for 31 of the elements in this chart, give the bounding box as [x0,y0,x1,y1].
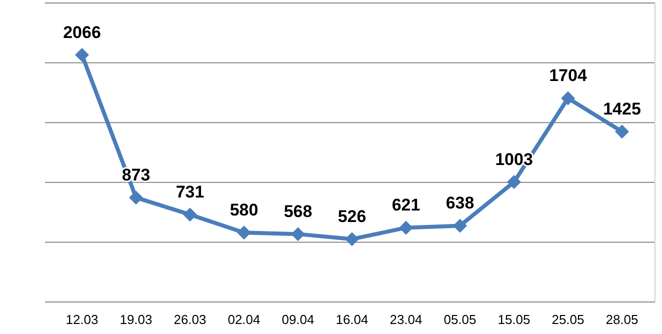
point [453,218,467,233]
x-tick-label: 23.04 [390,312,422,327]
data-label: 580 [230,200,258,220]
point [237,226,251,240]
data-label: 1704 [549,66,588,86]
point [345,232,359,246]
point [615,124,629,139]
point [183,208,197,222]
x-tick-label: 09.04 [282,312,314,327]
data-label: 731 [176,182,204,202]
point [291,227,305,242]
data-label: 1425 [603,100,641,119]
x-tick-label: 16.04 [336,312,368,327]
data-label: 621 [392,196,420,215]
point [561,91,575,106]
data-label: 2066 [63,22,101,42]
data-label: 568 [284,202,312,222]
point [507,175,521,190]
x-tick-label: 19.03 [120,312,152,327]
x-tick-label: 12.03 [66,312,98,327]
point [399,220,413,235]
x-tick-label: 25.05 [552,312,584,327]
x-tick-label: 05.05 [444,312,476,327]
data-label: 638 [446,194,474,213]
point [75,48,89,62]
point [129,190,143,205]
x-tick-label: 02.04 [228,312,260,327]
x-tick-label: 28.05 [606,312,638,327]
x-tick-label: 26.03 [174,312,206,327]
x-tick-label: 15.05 [498,312,530,327]
data-label: 526 [338,207,366,226]
